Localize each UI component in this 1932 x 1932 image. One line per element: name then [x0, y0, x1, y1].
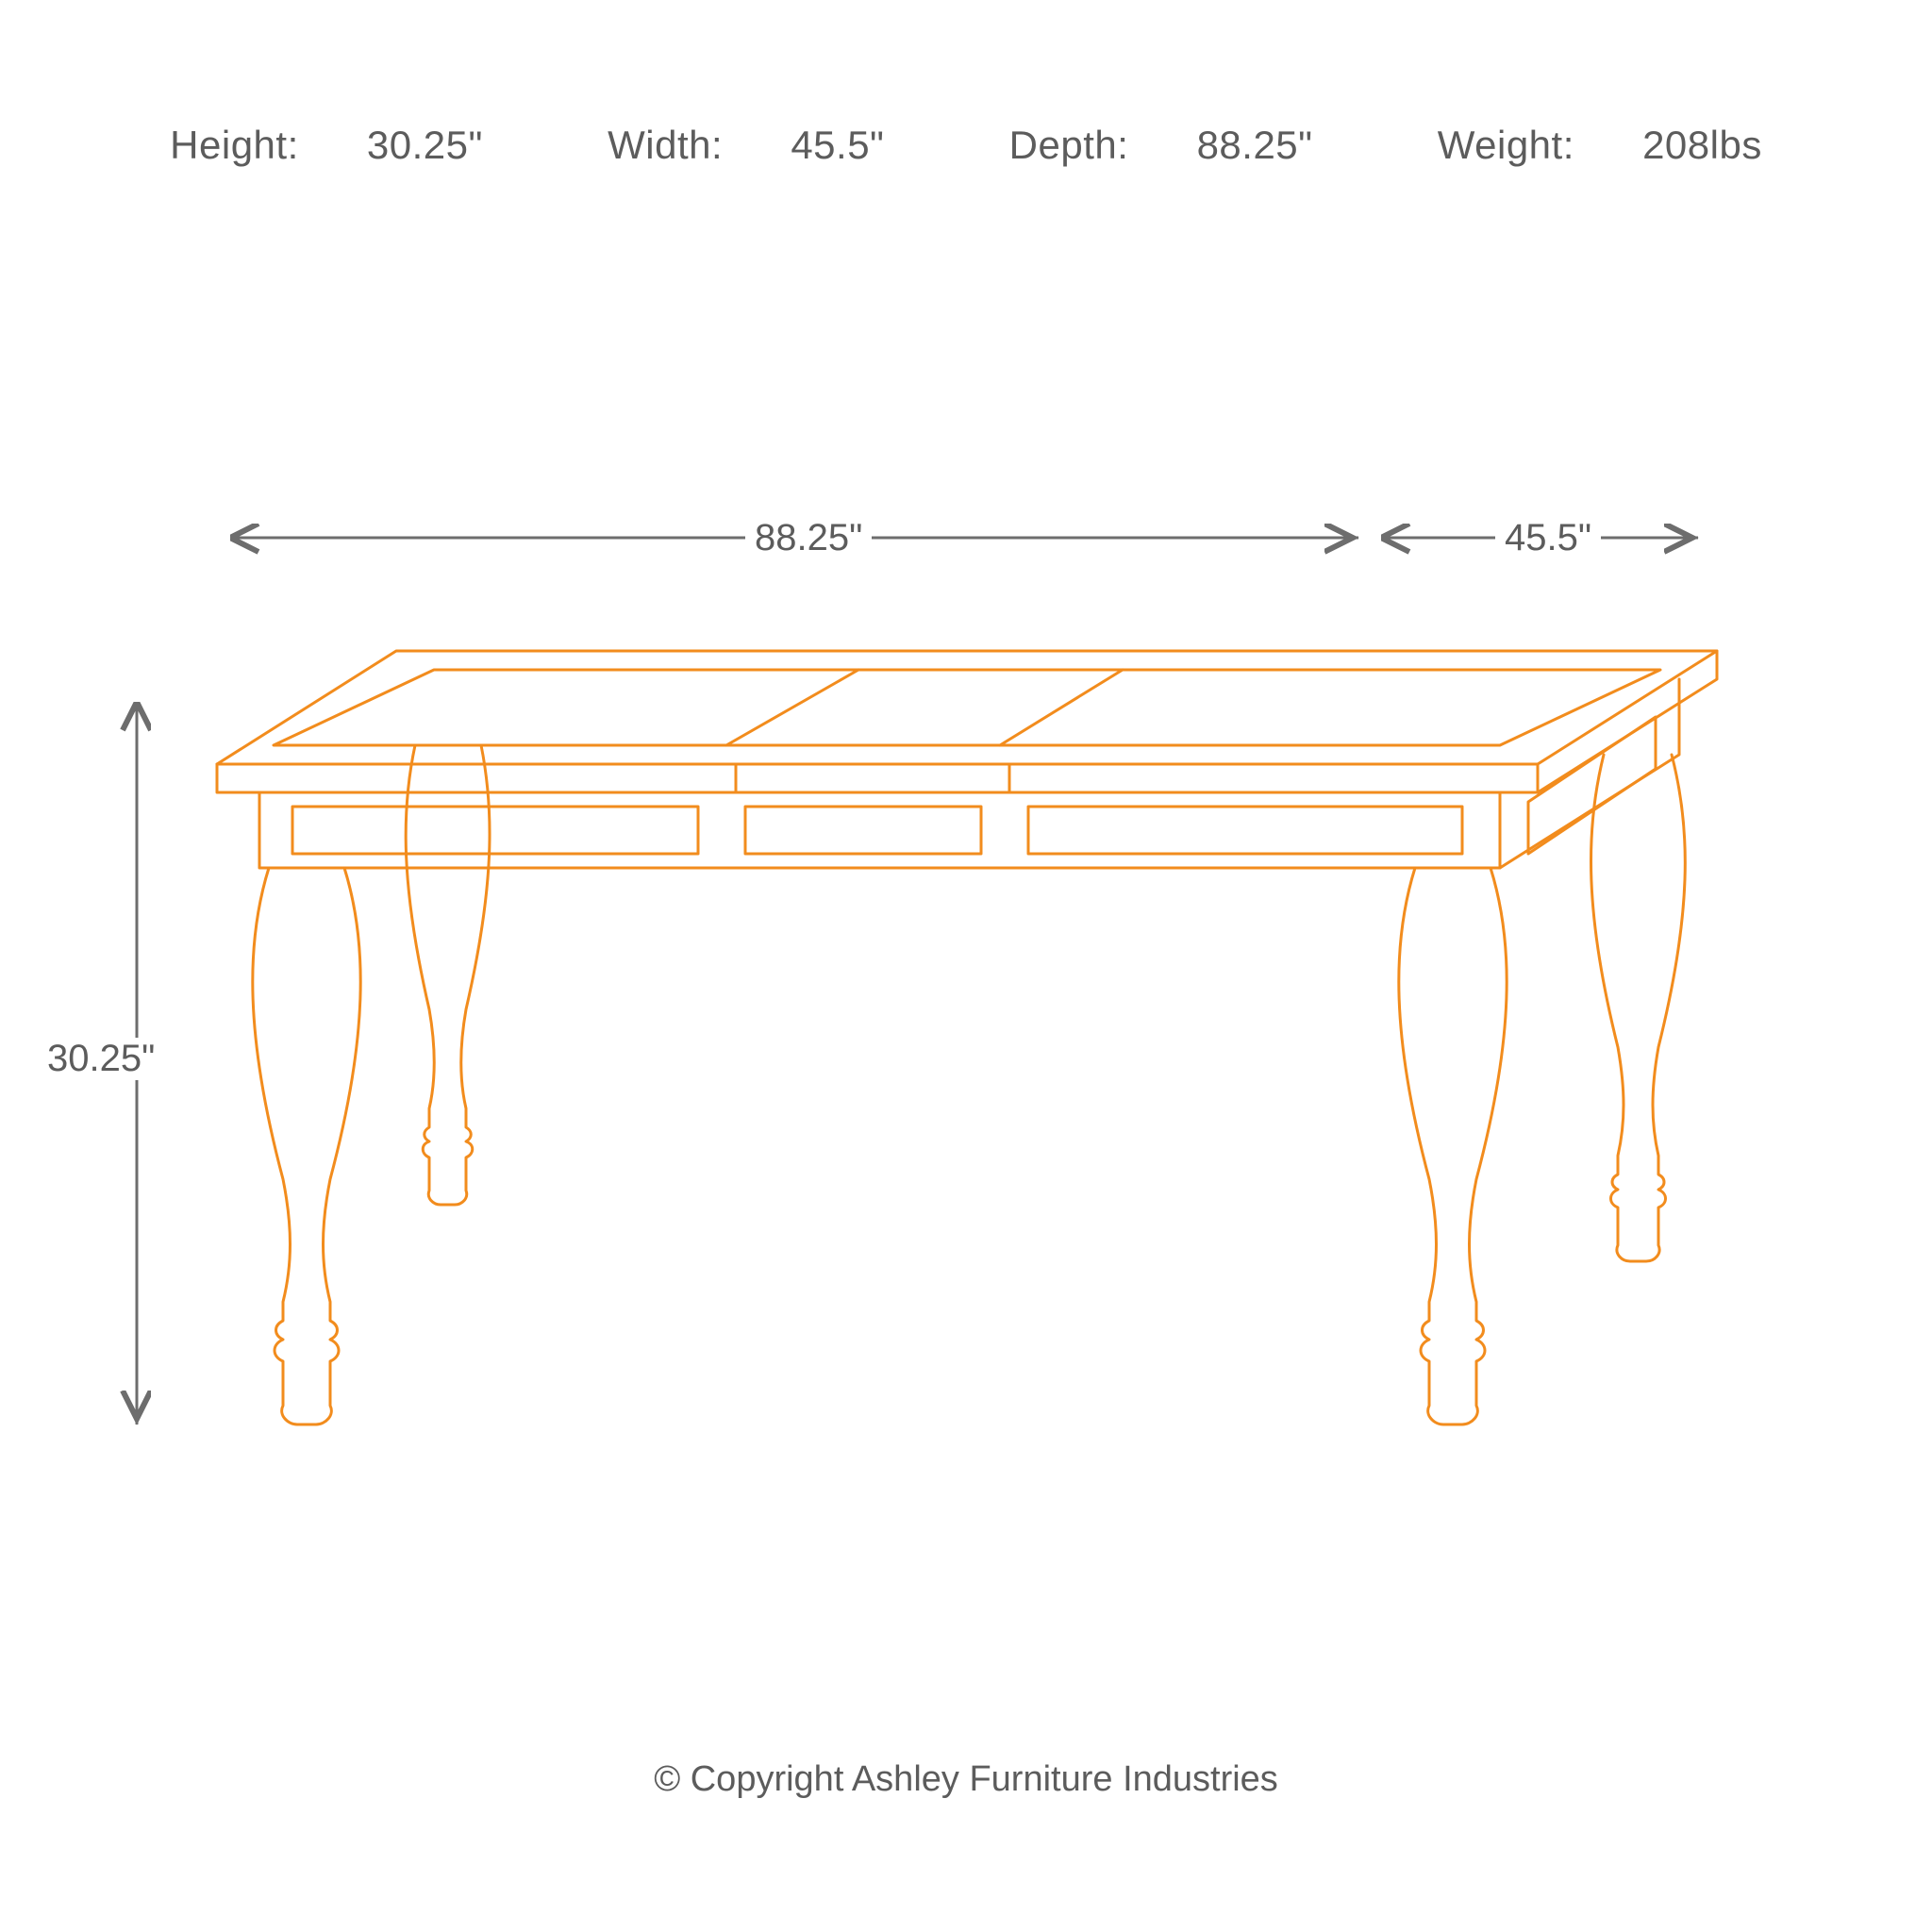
apron-panel-right [1028, 807, 1462, 854]
table-top-inset [274, 670, 1660, 745]
leg-back-right [1591, 755, 1685, 1261]
depth-label: 88.25" [745, 517, 872, 559]
leg-back-left [406, 745, 490, 1205]
drawing-svg [0, 0, 1932, 1932]
apron-panel-left [292, 807, 698, 854]
top-seam-2 [1000, 670, 1123, 745]
copyright-text: © Copyright Ashley Furniture Industries [0, 1759, 1932, 1800]
apron-panel-mid [745, 807, 981, 854]
table-top-outer [217, 651, 1717, 764]
table-top-right-edge [1538, 651, 1717, 792]
apron-front [259, 792, 1500, 868]
diagram-canvas: Height: 30.25" Width: 45.5" Depth: 88.25… [0, 0, 1932, 1932]
table-outline [217, 651, 1717, 1424]
table-top-front-edge [217, 764, 1538, 792]
width-label: 45.5" [1495, 517, 1601, 559]
height-label: 30.25" [38, 1038, 164, 1080]
leg-front-right [1399, 868, 1507, 1424]
top-seam-1 [726, 670, 858, 745]
leg-front-left [253, 868, 360, 1424]
